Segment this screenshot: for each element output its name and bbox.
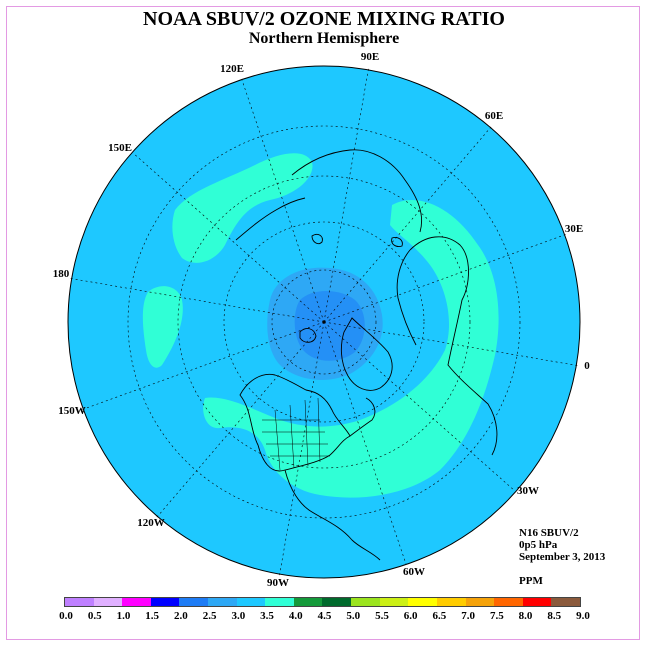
lon-label-30e: 30E: [564, 223, 584, 235]
colorbar-tick-label: 2.0: [174, 610, 188, 622]
coastlines: [235, 149, 498, 561]
colorbar-swatch: [436, 598, 466, 606]
colorbar-tick-label: 3.0: [231, 610, 246, 622]
map-boundary: [67, 65, 581, 579]
colorbar-swatch: [236, 598, 266, 606]
ozone-band-siberia: [172, 153, 313, 263]
lon-label-60w: 60W: [403, 566, 425, 578]
colorbar-labels: 0.0 0.5 1.0 1.5 2.0 2.5 3.0 3.5 4.0 4.5 5.0 5.5 6.0 6…: [0, 610, 648, 624]
lon-label-120w: 120W: [137, 517, 165, 529]
colorbar-tick-label: 9.0: [576, 610, 590, 622]
lon-label-150w: 150W: [58, 405, 86, 417]
info-satellite: N16 SBUV/2: [519, 527, 579, 539]
info-date: September 3, 2013: [519, 551, 606, 563]
colorbar-swatch: [494, 598, 523, 606]
colorbar-swatch: [293, 598, 323, 606]
lon-label-150e: 150E: [108, 142, 132, 154]
lon-label-0: 0: [584, 360, 590, 372]
colorbar-tick-label: 5.0: [346, 610, 361, 622]
lon-label-120e: 120E: [220, 63, 244, 75]
colorbar-tick-label: 1.0: [116, 610, 131, 622]
colorbar-tick-label: 8.5: [547, 610, 562, 622]
colorbar-tick-label: 0.0: [59, 610, 73, 622]
colorbar-tick-label: 5.5: [375, 610, 389, 622]
colorbar: [64, 597, 581, 607]
colorbar-swatch: [122, 598, 151, 606]
info-units: PPM: [519, 575, 543, 587]
colorbar-tick-label: 3.5: [260, 610, 274, 622]
colorbar-tick-label: 1.5: [145, 610, 160, 622]
figure-frame: [6, 6, 640, 640]
ozone-band-core: [294, 291, 365, 361]
lon-label-60e: 60E: [484, 110, 504, 122]
colorbar-tick-label: 0.5: [87, 610, 102, 622]
colorbar-tick-label: 7.0: [461, 610, 475, 622]
colorbar-tick-label: 4.5: [317, 610, 332, 622]
ozone-band-high-ring: [203, 199, 499, 498]
colorbar-tick-label: 6.5: [432, 610, 447, 622]
info-level: 0p5 hPa: [519, 539, 558, 551]
colorbar-swatch: [265, 598, 294, 606]
colorbar-swatch: [93, 598, 123, 606]
ozone-band-pacific: [142, 286, 183, 368]
colorbar-swatch: [179, 598, 209, 606]
colorbar-swatch: [551, 598, 580, 606]
colorbar-swatch: [522, 598, 552, 606]
map-title: NOAA SBUV/2 OZONE MIXING RATIO: [143, 8, 505, 30]
colorbar-tick-label: 4.0: [288, 610, 303, 622]
colorbar-swatch: [465, 598, 495, 606]
colorbar-swatch: [351, 598, 380, 606]
colorbar-swatch: [379, 598, 409, 606]
lon-label-90e: 90E: [360, 51, 380, 63]
lon-label-180: 180: [52, 268, 70, 280]
colorbar-tick-label: 2.5: [202, 610, 217, 622]
graticule: [67, 65, 581, 579]
colorbar-swatch: [322, 598, 352, 606]
lon-label-90w: 90W: [267, 577, 289, 589]
colorbar-swatch: [150, 598, 180, 606]
colorbar-swatch: [208, 598, 237, 606]
colorbar-tick-label: 7.5: [489, 610, 504, 622]
colorbar-swatch: [408, 598, 437, 606]
us-state-lines: [262, 397, 330, 471]
colorbar-swatch: [65, 598, 94, 606]
map-subtitle: Northern Hemisphere: [248, 30, 400, 47]
colorbar-tick-label: 8.0: [518, 610, 533, 622]
colorbar-tick-label: 6.0: [403, 610, 418, 622]
lon-label-30w: 30W: [517, 485, 539, 497]
